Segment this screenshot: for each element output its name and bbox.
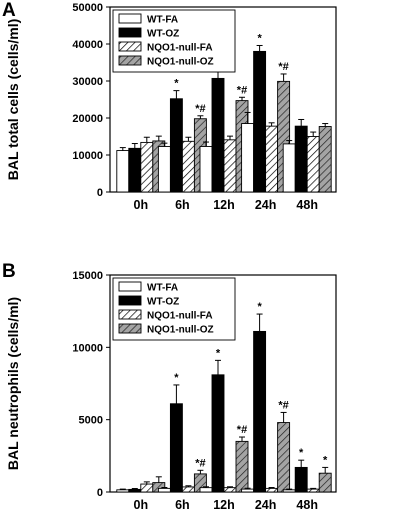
- bar-nqo1-null-fa: [181, 486, 195, 493]
- significance-mark: *: [174, 78, 179, 90]
- legend: WT-FA WT-OZ NQO1-null-FA NQO1-null-OZ: [112, 9, 236, 73]
- bar-wt-fa: [282, 489, 296, 493]
- legend-label: WT-OZ: [147, 29, 179, 40]
- significance-mark: *#: [195, 457, 205, 469]
- bar-wt-oz: [253, 330, 267, 493]
- y-tick-label: 20000: [72, 113, 103, 125]
- legend-swatch: [118, 323, 142, 334]
- panel-b-letter: B: [2, 261, 16, 282]
- panel-a: A 0 10000 20000 30000 40000 50000 BAL total ce…: [2, 0, 337, 212]
- x-tick-label: 48h: [296, 198, 318, 212]
- bar-wt-oz: [253, 50, 267, 193]
- significance-mark: *#: [278, 61, 288, 73]
- bar-wt-fa: [241, 123, 255, 193]
- bar-wt-fa: [116, 489, 130, 493]
- bar-wt-oz: [294, 466, 308, 493]
- x-tick-label: 12h: [213, 198, 235, 212]
- bar-nqo1-null-fa: [265, 487, 279, 493]
- significance-mark: *: [323, 454, 328, 466]
- significance-mark: *: [216, 347, 221, 359]
- y-tick-label: 40000: [72, 39, 103, 51]
- plot-area: 0 5000 10000 15000 BAL neutrophils (cells/ml…: [5, 270, 337, 511]
- bar-wt-fa: [282, 143, 296, 193]
- bar-nqo1-null-fa: [265, 125, 279, 193]
- significance-mark: *: [299, 447, 304, 459]
- bar-wt-fa: [199, 146, 213, 193]
- panel-b-chart: 0 5000 10000 15000 BAL neutrophils (cells/ml…: [5, 270, 337, 511]
- x-tick-label: 0h: [134, 498, 149, 511]
- legend: WT-FA WT-OZ NQO1-null-FA NQO1-null-OZ: [112, 277, 236, 341]
- y-tick-label: 15000: [72, 270, 103, 282]
- y-tick-label: 10000: [72, 342, 103, 354]
- bar-wt-oz: [128, 488, 142, 493]
- legend-label: WT-FA: [147, 15, 178, 26]
- significance-mark: *: [257, 301, 262, 313]
- y-tick-label: 50000: [72, 2, 103, 14]
- legend-label: WT-FA: [147, 283, 178, 294]
- bar-wt-oz: [211, 374, 225, 493]
- legend-label: NQO1-null-FA: [147, 43, 213, 54]
- bar-nqo1-null-fa: [140, 483, 154, 493]
- plot-area: 0 10000 20000 30000 40000 50000 BAL total cell…: [5, 2, 337, 212]
- bar-nqo1-null-fa: [140, 141, 154, 193]
- legend-label: NQO1-null-OZ: [147, 57, 214, 68]
- bar-nqo1-null-oz: [235, 440, 249, 493]
- significance-mark: *#: [237, 84, 247, 96]
- bar-nqo1-null-fa: [181, 140, 195, 193]
- legend-swatch: [118, 27, 142, 38]
- panel-a-letter: A: [2, 0, 16, 21]
- significance-mark: *: [174, 372, 179, 384]
- legend-label: WT-OZ: [147, 297, 179, 308]
- x-tick-label: 0h: [134, 198, 149, 212]
- panel-b: B 0 5000 10000 15000 BAL neutrophils (cells/…: [0, 256, 409, 511]
- x-tick-label: 48h: [296, 498, 318, 511]
- significance-mark: *#: [237, 424, 247, 436]
- legend-swatch: [118, 41, 142, 52]
- bar-wt-fa: [157, 146, 171, 193]
- bar-wt-fa: [116, 150, 130, 193]
- legend-label: NQO1-null-FA: [147, 311, 213, 322]
- x-tick-label: 24h: [255, 198, 277, 212]
- bar-wt-oz: [294, 125, 308, 193]
- bar-wt-fa: [157, 487, 171, 493]
- bar-nqo1-null-oz: [318, 126, 332, 193]
- y-tick-label: 10000: [72, 150, 103, 162]
- legend-swatch: [118, 281, 142, 292]
- bar-nqo1-null-oz: [318, 472, 332, 493]
- y-tick-label: 5000: [79, 415, 103, 427]
- bar-wt-fa: [241, 488, 255, 493]
- significance-mark: *: [257, 32, 262, 44]
- y-axis-label: BAL neutrophils (cells/ml): [5, 297, 21, 470]
- significance-mark: *#: [278, 399, 288, 411]
- bar-wt-oz: [169, 98, 183, 193]
- bar-wt-oz: [128, 147, 142, 193]
- significance-mark: *#: [195, 103, 205, 115]
- y-axis-label: BAL total cells (cells/ml): [5, 19, 21, 181]
- y-tick-label: 0: [97, 487, 103, 499]
- panel-a-chart: 0 10000 20000 30000 40000 50000 BAL total cell…: [5, 2, 337, 212]
- bar-nqo1-null-fa: [223, 139, 237, 193]
- bar-nqo1-null-oz: [277, 422, 291, 493]
- bar-wt-fa: [199, 487, 213, 493]
- y-tick-label: 30000: [72, 76, 103, 88]
- bar-wt-oz: [169, 403, 183, 493]
- x-tick-label: 6h: [175, 198, 190, 212]
- y-tick-label: 0: [97, 187, 103, 199]
- x-tick-label: 12h: [213, 498, 235, 511]
- x-tick-label: 24h: [255, 498, 277, 511]
- bar-nqo1-null-fa: [306, 488, 320, 493]
- bar-wt-oz: [211, 77, 225, 193]
- legend-swatch: [118, 309, 142, 320]
- legend-label: NQO1-null-OZ: [147, 325, 214, 336]
- bar-nqo1-null-fa: [223, 487, 237, 493]
- legend-swatch: [118, 295, 142, 306]
- legend-swatch: [118, 55, 142, 66]
- x-tick-label: 6h: [175, 498, 190, 511]
- bar-nqo1-null-fa: [306, 136, 320, 193]
- legend-swatch: [118, 13, 142, 24]
